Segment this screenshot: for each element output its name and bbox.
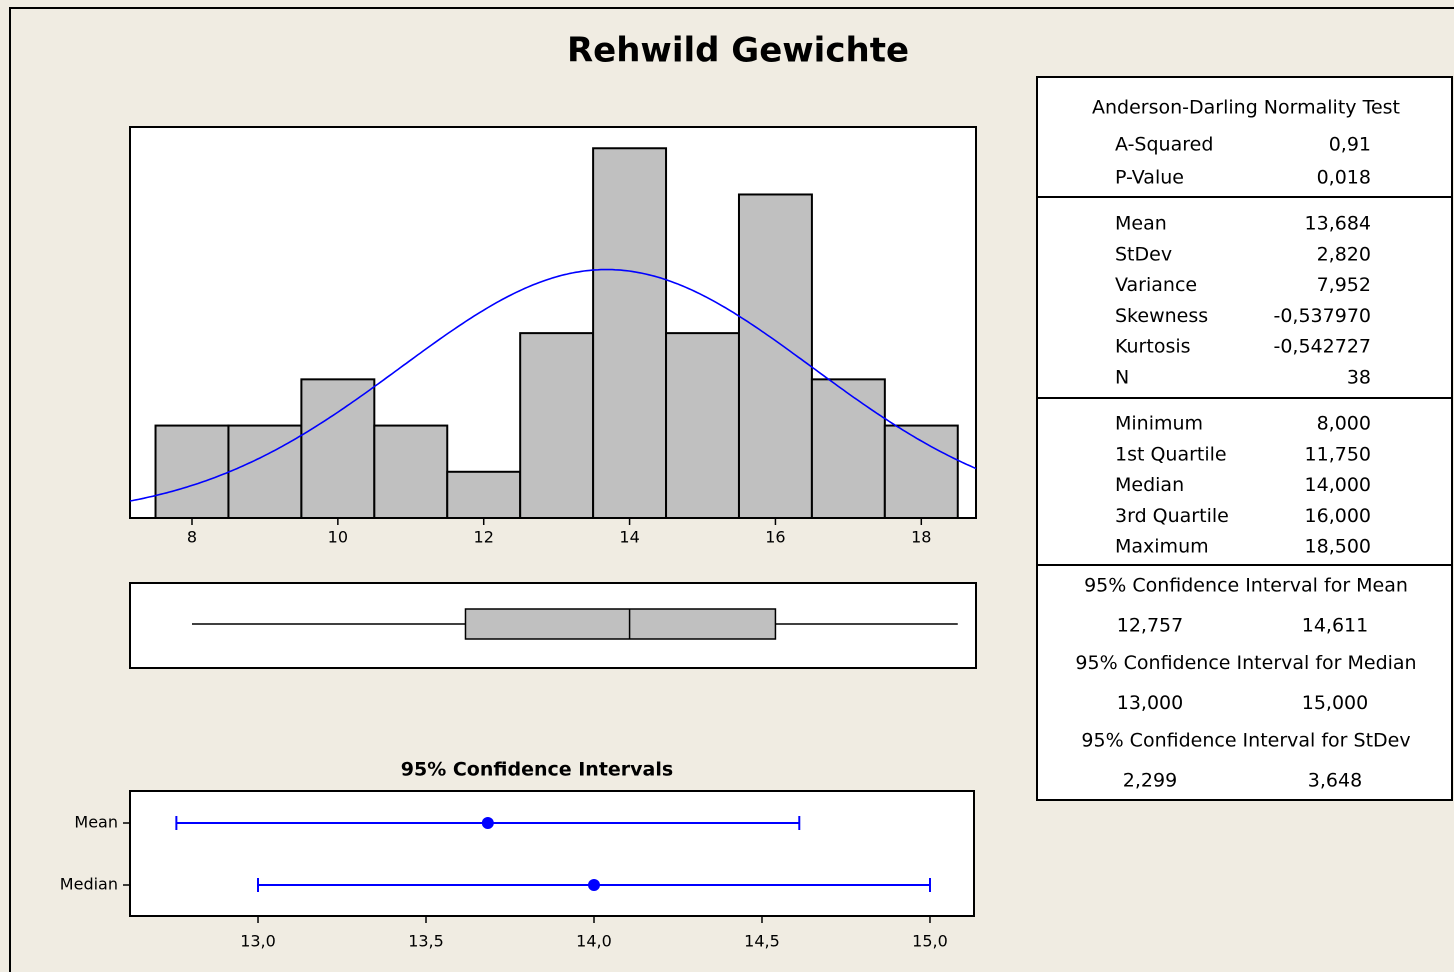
x-tick-label: 12 (474, 528, 494, 547)
stat-label: Skewness (1115, 305, 1208, 327)
plot-area (129, 790, 975, 917)
box (464, 608, 777, 640)
stat-value: 0,91 (1329, 134, 1371, 156)
bar (810, 378, 886, 519)
stat-label: N (1115, 367, 1129, 389)
stats-table (1036, 76, 1453, 801)
x-tick-label: 16 (765, 528, 785, 547)
stat-value: 16,000 (1305, 505, 1371, 527)
x-tick-label: 14,5 (744, 932, 780, 951)
interval-upper: 15,000 (1302, 692, 1368, 714)
stat-label: Mean (1115, 213, 1167, 235)
stat-value: 2,820 (1317, 243, 1371, 265)
stat-label: 1st Quartile (1115, 443, 1227, 465)
stat-value: 14,000 (1305, 474, 1371, 496)
interval-heading: 95% Confidence Interval for Mean (1084, 575, 1408, 597)
stat-label: Median (1115, 474, 1184, 496)
bar (446, 470, 522, 519)
title: Rehwild Gewichte (567, 31, 909, 71)
stat-value: 18,500 (1305, 536, 1371, 558)
x-tick-label: 10 (328, 528, 348, 547)
x-tick-label: 14,0 (576, 932, 612, 951)
x-tick-label: 8 (187, 528, 197, 547)
stat-value: 11,750 (1305, 443, 1371, 465)
interval-lower: 12,757 (1117, 615, 1183, 637)
frame (9, 7, 1454, 972)
bar (665, 332, 740, 520)
stat-label: Variance (1115, 274, 1197, 296)
normal-curve (129, 268, 977, 502)
bar (737, 193, 813, 519)
bar (300, 378, 376, 519)
interval-heading: 95% Confidence Interval for StDev (1081, 730, 1410, 752)
interval-lower: 2,299 (1123, 770, 1177, 792)
x-tick-label: 18 (911, 528, 931, 547)
stat-label: A-Squared (1115, 134, 1213, 156)
estimate (587, 879, 600, 891)
stat-label: StDev (1115, 243, 1172, 265)
x-tick-label: 14 (619, 528, 639, 547)
interval-upper: 14,611 (1302, 615, 1368, 637)
table-header: Anderson-Darling Normality Test (1092, 97, 1400, 119)
estimate (481, 817, 494, 829)
bar (519, 332, 595, 520)
y-tick-label: Mean (74, 813, 118, 832)
stat-label: P-Value (1115, 167, 1184, 189)
x-tick-label: 13,0 (240, 932, 276, 951)
bar (592, 147, 668, 519)
interval-upper: 3,648 (1308, 770, 1362, 792)
interval-lower: 13,000 (1117, 692, 1183, 714)
interval-title: 95% Confidence Intervals (401, 759, 673, 781)
stat-value: 8,000 (1317, 413, 1371, 435)
stat-label: Kurtosis (1115, 336, 1191, 358)
stat-value: -0,542727 (1273, 336, 1371, 358)
stat-label: 3rd Quartile (1115, 505, 1229, 527)
bar (227, 424, 303, 519)
bar (154, 424, 230, 519)
stat-value: 13,684 (1305, 213, 1371, 235)
bar (373, 424, 449, 519)
x-tick-label: 13,5 (408, 932, 444, 951)
stat-label: Maximum (1115, 536, 1209, 558)
y-tick-label: Median (60, 875, 118, 894)
stat-value: 38 (1347, 367, 1371, 389)
stat-value: -0,537970 (1273, 305, 1371, 327)
stat-value: 7,952 (1317, 274, 1371, 296)
interval-heading: 95% Confidence Interval for Median (1075, 652, 1416, 674)
x-tick-label: 15,0 (912, 932, 948, 951)
bar (883, 424, 959, 519)
stat-value: 0,018 (1317, 167, 1371, 189)
stat-label: Minimum (1115, 413, 1203, 435)
